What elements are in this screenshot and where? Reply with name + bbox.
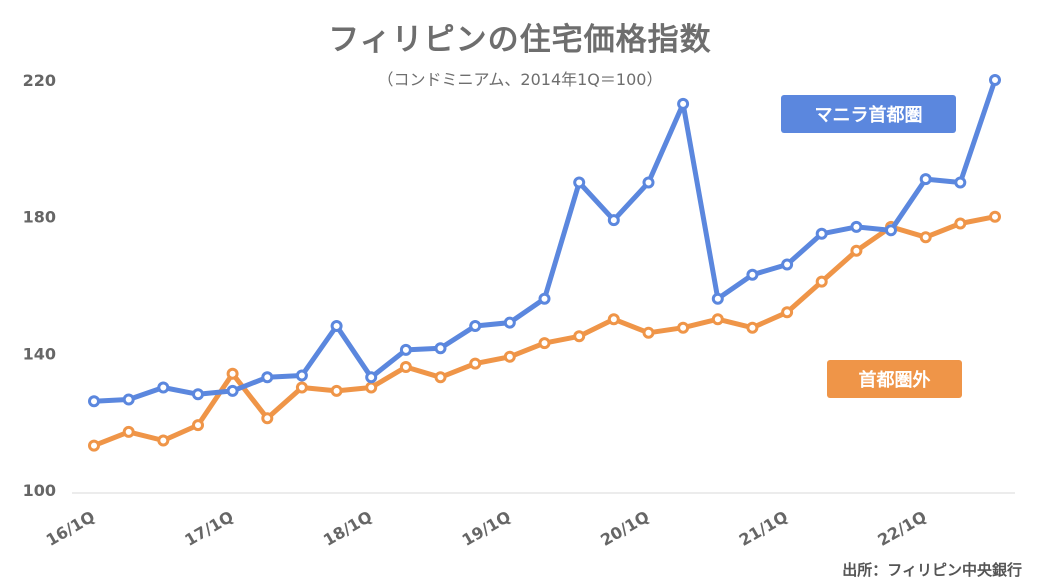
data-point-manila: [850, 220, 863, 233]
data-point-outside: [365, 381, 378, 394]
data-point-outside: [503, 350, 516, 363]
data-point-manila: [954, 176, 967, 189]
data-point-manila: [399, 343, 412, 356]
data-point-outside: [642, 326, 655, 339]
data-point-manila: [746, 268, 759, 281]
data-point-outside: [781, 306, 794, 319]
data-point-manila: [607, 214, 620, 227]
data-point-manila: [781, 258, 794, 271]
x-tick-label: 17/1Q: [181, 507, 236, 550]
data-point-outside: [226, 367, 239, 380]
data-point-outside: [399, 361, 412, 373]
data-point-outside: [677, 321, 690, 334]
x-tick-label: 16/1Q: [43, 507, 98, 550]
data-point-outside: [469, 357, 482, 370]
y-tick-label: 180: [23, 208, 56, 227]
data-point-manila: [192, 388, 204, 401]
source-note: 出所：フィリピン中央銀行: [842, 561, 1022, 579]
data-point-outside: [989, 210, 1001, 223]
chart-subtitle: （コンドミニアム、2014年1Q＝100）: [377, 70, 663, 89]
y-tick-label: 100: [23, 481, 56, 500]
data-point-outside: [919, 231, 932, 244]
data-point-manila: [919, 173, 932, 186]
y-tick-label: 220: [23, 71, 56, 90]
legend-outside: 首都圏外: [827, 360, 962, 398]
data-point-manila: [815, 227, 828, 240]
data-point-manila: [157, 381, 170, 394]
data-point-outside: [122, 425, 135, 438]
data-point-outside: [850, 244, 863, 257]
data-point-manila: [573, 176, 586, 189]
data-point-manila: [261, 371, 274, 384]
data-point-manila: [226, 384, 239, 397]
data-point-manila: [469, 320, 482, 332]
data-point-outside: [954, 217, 967, 230]
x-tick-label: 19/1Q: [459, 507, 514, 550]
x-tick-label: 20/1Q: [597, 507, 652, 550]
data-point-manila: [677, 97, 690, 110]
data-point-outside: [261, 412, 274, 425]
data-point-outside: [157, 434, 170, 447]
chart-title: フィリピンの住宅価格指数: [328, 22, 712, 58]
data-point-outside: [538, 337, 551, 350]
data-point-manila: [989, 74, 1001, 86]
data-point-outside: [434, 371, 447, 384]
x-tick-label: 18/1Q: [320, 507, 375, 550]
data-point-outside: [573, 330, 586, 343]
data-point-outside: [711, 313, 724, 326]
x-tick-label: 22/1Q: [874, 507, 929, 550]
data-point-outside: [330, 384, 343, 397]
data-point-outside: [295, 381, 308, 394]
data-point-outside: [88, 439, 100, 452]
data-point-manila: [503, 316, 516, 329]
data-point-manila: [330, 320, 343, 332]
data-point-manila: [365, 371, 378, 384]
data-point-outside: [192, 419, 204, 432]
data-point-manila: [711, 292, 724, 305]
legend-manila: マニラ首都圏: [781, 95, 956, 133]
y-tick-label: 140: [23, 344, 56, 363]
data-point-manila: [642, 176, 655, 189]
data-point-outside: [746, 321, 759, 334]
data-point-outside: [607, 313, 620, 326]
data-point-manila: [122, 393, 135, 406]
data-point-manila: [295, 369, 308, 382]
data-point-outside: [815, 275, 828, 288]
data-point-manila: [88, 395, 100, 408]
data-point-manila: [538, 292, 551, 305]
data-point-manila: [434, 342, 447, 355]
data-point-manila: [885, 224, 897, 237]
x-tick-label: 21/1Q: [736, 507, 791, 550]
